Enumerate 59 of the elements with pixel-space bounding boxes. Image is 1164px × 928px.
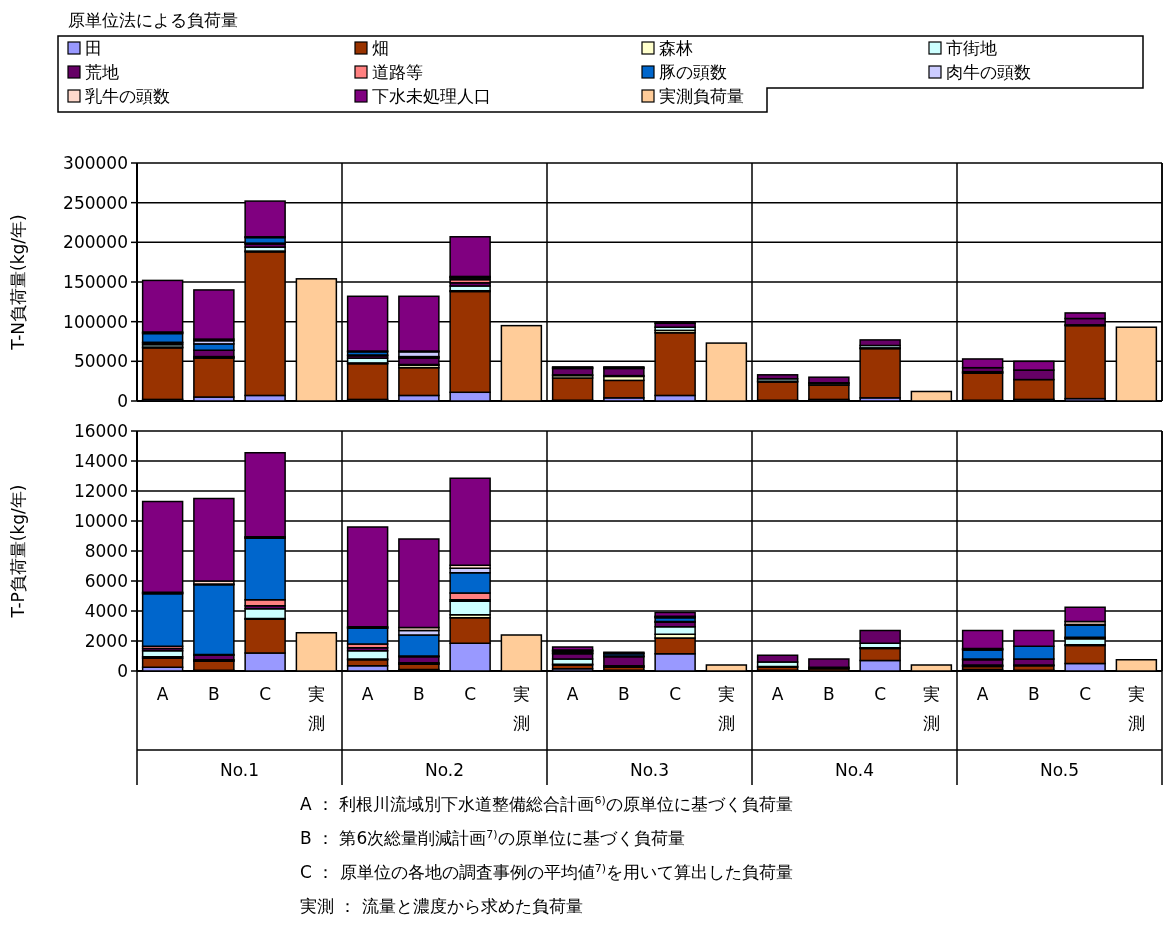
x-tick-label: B [413, 684, 425, 704]
x-tick-label: 実測 [1127, 684, 1145, 733]
legend-label: 道路等 [372, 62, 423, 82]
x-tick-label: B [208, 684, 220, 704]
y-tick-label: 10000 [73, 511, 128, 531]
legend-label: 畑 [372, 38, 389, 58]
legend-label: 豚の頭数 [659, 62, 727, 82]
x-tick-label: 実測 [717, 684, 735, 733]
y-tick-label: 200000 [63, 232, 128, 253]
legend-label: 荒地 [85, 62, 119, 82]
legend-label: 市街地 [946, 38, 997, 58]
y-tick-label: 300000 [63, 153, 128, 173]
legend-label: 田 [85, 38, 102, 58]
legend-title: 原単位法による負荷量 [68, 10, 238, 30]
x-tick-label: A [566, 684, 579, 704]
y-axis-title: T-P負荷量(kg/年) [8, 484, 28, 619]
x-tick-label: B [1028, 684, 1040, 704]
x-tick-label: A [156, 684, 169, 704]
text: C ： 原単位の各地の調査事例の平均値$^{7)}$を用いて算出した負荷量 [300, 861, 793, 882]
x-tick-label: A [771, 684, 784, 704]
y-tick-label: 100000 [63, 311, 128, 332]
x-tick-label: B [618, 684, 630, 704]
x-tick-label: A [361, 684, 374, 704]
y-tick-label: 8000 [84, 541, 128, 561]
x-tick-label: C [874, 684, 887, 704]
x-tick-label: A [976, 684, 989, 704]
x-tick-label: C [1079, 684, 1092, 704]
x-tick-label: C [669, 684, 682, 704]
y-tick-label: 2000 [84, 631, 128, 651]
y-axis-title: T-N負荷量(kg/年) [8, 214, 28, 351]
legend-label: 下水未処理人口 [372, 86, 491, 106]
text: No.3 [629, 760, 670, 780]
y-tick-label: 12000 [73, 481, 128, 501]
x-tick-label: B [823, 684, 835, 704]
legend-label: 乳牛の頭数 [85, 86, 170, 106]
text: 実測 ： 流量と濃度から求めた負荷量 [300, 896, 583, 916]
text: No.2 [424, 760, 465, 780]
x-tick-label: C [259, 684, 272, 704]
x-tick-label: 実測 [512, 684, 530, 733]
y-tick-label: 14000 [73, 451, 128, 471]
legend-label: 肉牛の頭数 [946, 62, 1031, 82]
y-tick-label: 50000 [73, 351, 128, 372]
text: No.1 [219, 760, 260, 780]
x-tick-label: 実測 [307, 684, 325, 733]
y-tick-label: 4000 [84, 601, 128, 621]
y-tick-label: 250000 [63, 192, 128, 213]
legend-label: 森林 [659, 38, 693, 58]
text: No.5 [1039, 760, 1080, 780]
text: No.4 [834, 760, 875, 780]
x-tick-label: 実測 [922, 684, 940, 733]
y-tick-label: 0 [117, 661, 128, 681]
text: A ： 利根川流域別下水道整備総合計画$^{6)}$の原単位に基づく負荷量 [300, 793, 793, 814]
y-tick-label: 16000 [73, 421, 128, 441]
y-tick-label: 150000 [63, 272, 128, 292]
text: B ： 第6次総量削減計画$^{7)}$の原単位に基づく負荷量 [300, 827, 685, 848]
x-tick-label: C [464, 684, 477, 704]
y-tick-label: 0 [117, 391, 128, 411]
legend-label: 実測負荷量 [659, 86, 744, 106]
y-tick-label: 6000 [84, 571, 128, 591]
